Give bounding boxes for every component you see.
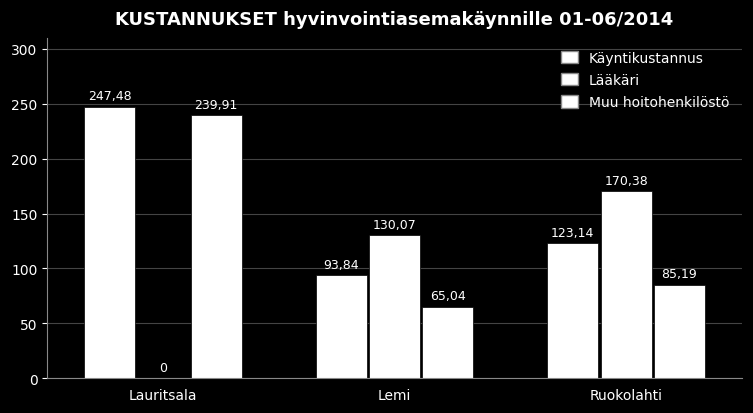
Bar	[601, 192, 651, 378]
Bar	[654, 285, 705, 378]
Bar	[422, 307, 474, 378]
Text: 247,48: 247,48	[88, 90, 132, 103]
Text: 170,38: 170,38	[604, 174, 648, 188]
Text: 239,91: 239,91	[194, 98, 238, 111]
Text: 65,04: 65,04	[430, 290, 465, 303]
Bar	[547, 243, 599, 378]
Text: 93,84: 93,84	[324, 258, 359, 271]
Bar	[316, 275, 367, 378]
Bar	[84, 107, 136, 378]
Bar	[369, 236, 420, 378]
Bar	[191, 116, 242, 378]
Text: 85,19: 85,19	[661, 268, 697, 280]
Legend: Käyntikustannus, Lääkäri, Muu hoitohenkilöstö: Käyntikustannus, Lääkäri, Muu hoitohenki…	[556, 46, 735, 116]
Text: 130,07: 130,07	[373, 218, 416, 232]
Text: 0: 0	[159, 361, 167, 374]
Title: KUSTANNUKSET hyvinvointiasemakäynnille 01-06/2014: KUSTANNUKSET hyvinvointiasemakäynnille 0…	[115, 11, 674, 29]
Text: 123,14: 123,14	[551, 226, 595, 239]
